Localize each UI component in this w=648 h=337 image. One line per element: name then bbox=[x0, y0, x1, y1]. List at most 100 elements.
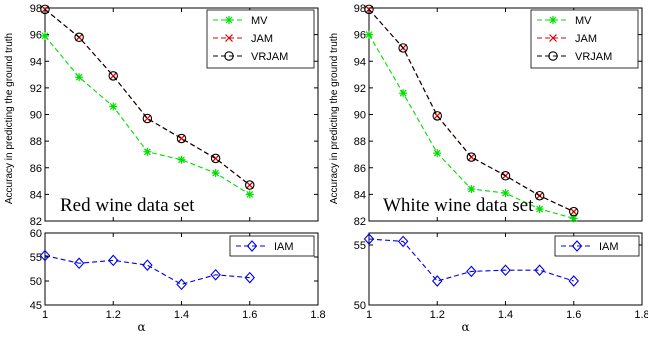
series-MV bbox=[365, 30, 578, 223]
data-point bbox=[432, 275, 443, 287]
x-tick-label: 1.8 bbox=[310, 309, 325, 321]
dataset-annotation: Red wine data set bbox=[60, 195, 195, 216]
data-point bbox=[245, 190, 254, 199]
y-tick-label: 94 bbox=[354, 56, 366, 68]
data-point bbox=[210, 268, 221, 281]
legend-item-IAM: IAM bbox=[236, 240, 294, 253]
data-point bbox=[568, 206, 579, 217]
data-point bbox=[534, 264, 545, 277]
x-tick-label: 1.8 bbox=[634, 309, 648, 321]
y-tick-label: 84 bbox=[30, 189, 42, 201]
data-point bbox=[210, 153, 221, 164]
y-tick-label: 90 bbox=[30, 110, 42, 122]
x-tick-label: 1.6 bbox=[566, 309, 581, 321]
legend-item-JAM: JAM bbox=[213, 33, 273, 45]
legend-marker bbox=[224, 51, 234, 61]
x-tick-label: 1.6 bbox=[242, 309, 257, 321]
data-point bbox=[143, 147, 152, 156]
data-point bbox=[467, 185, 476, 194]
legend-label: VRJAM bbox=[575, 51, 612, 63]
legend-item-VRJAM: VRJAM bbox=[537, 51, 612, 63]
data-point bbox=[39, 249, 51, 262]
y-tick-label: 60 bbox=[30, 228, 42, 240]
data-point bbox=[466, 265, 477, 278]
data-point bbox=[398, 43, 408, 53]
legend-label: VRJAM bbox=[251, 51, 288, 63]
legend-marker bbox=[549, 16, 557, 24]
data-point bbox=[108, 254, 119, 267]
data-point bbox=[245, 180, 255, 190]
data-point bbox=[399, 89, 408, 98]
legend-item-MV: MV bbox=[537, 15, 592, 27]
legend-item-MV: MV bbox=[213, 15, 268, 27]
data-point bbox=[568, 275, 579, 287]
data-point bbox=[433, 149, 442, 158]
series-line bbox=[368, 238, 574, 282]
y-tick-label: 96 bbox=[30, 30, 42, 42]
data-point bbox=[535, 205, 544, 214]
series-line bbox=[368, 8, 574, 213]
y-tick-label: 96 bbox=[354, 30, 366, 42]
y-tick-label: 94 bbox=[30, 56, 42, 68]
dataset-annotation: White wine data set bbox=[383, 195, 534, 216]
legend-label: JAM bbox=[251, 33, 273, 45]
data-point bbox=[466, 152, 477, 162]
data-point bbox=[177, 134, 186, 143]
y-tick-label: 88 bbox=[30, 136, 42, 148]
data-point bbox=[397, 235, 409, 248]
data-point bbox=[75, 73, 84, 82]
data-point bbox=[432, 111, 442, 121]
y-tick-label: 90 bbox=[354, 110, 366, 122]
legend-marker bbox=[225, 34, 233, 42]
chart-panel-bottom-left: 45 50 55 60 1 1.2 1.4 1.6 1.8 α IAM bbox=[30, 228, 326, 334]
series-IAM bbox=[39, 249, 255, 291]
data-point bbox=[534, 190, 545, 201]
y-tick-label: 98 bbox=[354, 3, 366, 15]
legend-marker bbox=[548, 51, 558, 61]
y-tick-label: 45 bbox=[30, 300, 42, 312]
data-point bbox=[176, 133, 187, 144]
legend-item-JAM: JAM bbox=[537, 33, 597, 45]
y-tick-label: 50 bbox=[30, 276, 42, 288]
x-tick-label: 1.2 bbox=[430, 309, 445, 321]
data-point bbox=[177, 155, 186, 164]
legend-marker bbox=[549, 34, 557, 42]
legend-label: IAM bbox=[599, 241, 619, 253]
data-point bbox=[364, 4, 374, 15]
y-tick-label: 98 bbox=[30, 3, 42, 15]
legend-item-IAM: IAM bbox=[561, 240, 619, 253]
chart-panel-bottom-right: 50 55 1 1.2 1.4 1.6 1.8 α IAM bbox=[354, 232, 648, 334]
data-point bbox=[73, 257, 85, 270]
data-point bbox=[142, 259, 153, 271]
y-tick-label: 92 bbox=[354, 83, 366, 95]
x-tick-label: 1.4 bbox=[498, 309, 513, 321]
legend: IAM bbox=[229, 235, 315, 257]
y-tick-label: 82 bbox=[30, 216, 42, 228]
legend-marker bbox=[246, 240, 258, 252]
legend: MV JAM VRJAM bbox=[530, 9, 639, 69]
data-point bbox=[108, 71, 119, 81]
legend-item-VRJAM: VRJAM bbox=[213, 51, 288, 63]
chart-panel-top-left: 82 84 86 88 90 92 94 96 98 Accuracy in predicting… bbox=[4, 3, 319, 228]
x-tick-label: 1 bbox=[366, 309, 372, 321]
data-point bbox=[41, 31, 49, 40]
legend: MV JAM VRJAM bbox=[206, 9, 315, 69]
y-tick-label: 55 bbox=[30, 252, 42, 264]
data-point bbox=[211, 169, 220, 178]
data-point bbox=[244, 271, 255, 284]
y-tick-label: 92 bbox=[30, 83, 42, 95]
x-tick-label: 1 bbox=[42, 309, 48, 321]
series-VRJAM bbox=[364, 4, 579, 217]
data-point bbox=[500, 170, 511, 181]
y-tick-label: 86 bbox=[354, 163, 366, 175]
data-point bbox=[109, 102, 118, 111]
series-line bbox=[44, 255, 250, 285]
x-axis-label: α bbox=[137, 320, 145, 334]
data-point bbox=[142, 113, 153, 124]
y-tick-label: 84 bbox=[354, 189, 366, 201]
y-tick-label: 82 bbox=[354, 216, 366, 228]
data-point bbox=[363, 233, 375, 245]
data-point bbox=[176, 278, 187, 291]
legend-label: JAM bbox=[575, 33, 597, 45]
series-IAM bbox=[363, 233, 579, 287]
